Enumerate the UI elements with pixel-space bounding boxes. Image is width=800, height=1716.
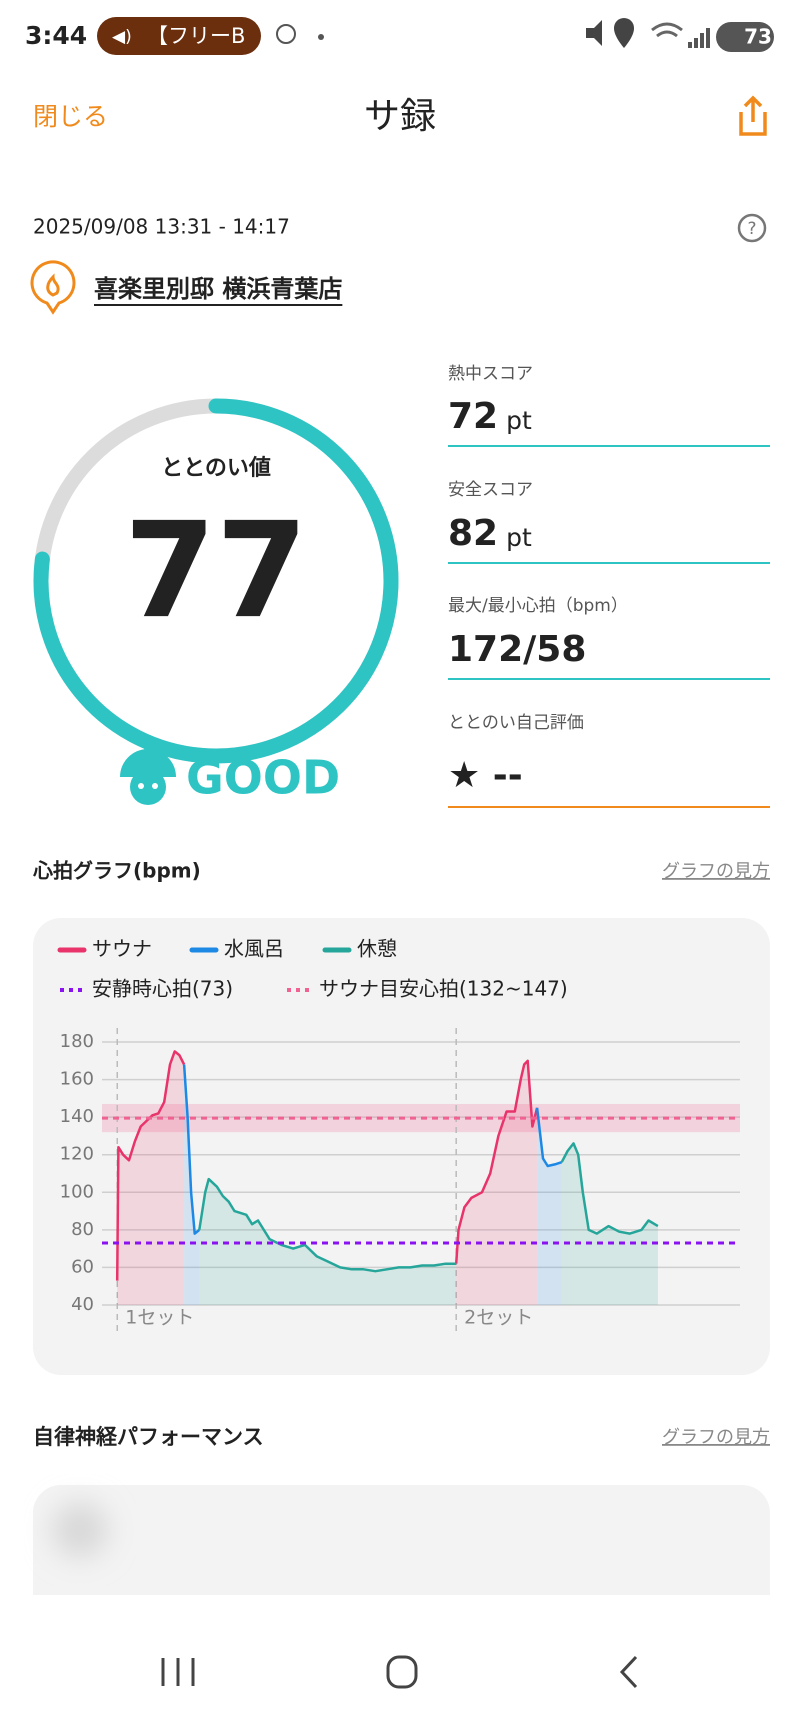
battery-level: 73 (744, 25, 772, 49)
rating-icon (120, 741, 176, 805)
clock: 3:44 (25, 21, 87, 50)
y-tick-label: 180 (60, 1031, 94, 1052)
session-datetime: 2025/09/08 13:31 - 14:17 (33, 215, 290, 239)
back-button[interactable] (619, 1655, 638, 1689)
metric-unit: pt (506, 406, 532, 435)
series-line (454, 1059, 539, 1264)
dot-icon (318, 34, 324, 40)
recents-button[interactable] (161, 1658, 195, 1686)
y-tick-label: 60 (71, 1256, 94, 1277)
series-area (117, 1051, 185, 1305)
home-button[interactable] (386, 1655, 418, 1689)
facility-name[interactable]: 喜楽里別邸 横浜青葉店 (94, 275, 342, 303)
metric-value: 82 (448, 513, 498, 554)
media-chip (97, 17, 261, 55)
share-button[interactable] (739, 95, 767, 136)
metric-label: 熱中スコア (448, 364, 533, 384)
guide-link[interactable]: グラフの見方 (662, 1427, 770, 1448)
legend-label: サウナ目安心拍(132~147) (319, 977, 568, 1001)
score-value: 77 (124, 494, 308, 648)
series-line (198, 1177, 457, 1273)
series-area (561, 1143, 658, 1305)
legend-label: 水風呂 (224, 937, 284, 961)
series-line (535, 1107, 563, 1168)
series-line (560, 1142, 659, 1235)
facility-icon (30, 260, 76, 315)
metrics: 熱中スコア 72 pt 安全スコア 82 pt 最大/最小心拍（bpm） 172/58 ととのい… (448, 364, 770, 808)
metric-value: 172/58 (448, 629, 586, 670)
legend-label: 休憩 (357, 937, 397, 961)
section-title: 心拍グラフ(bpm) (32, 859, 201, 883)
location-icon (614, 18, 634, 48)
metric-value: 72 (448, 396, 498, 437)
y-tick-label: 160 (60, 1069, 94, 1090)
y-tick-label: 120 (60, 1144, 94, 1165)
blurred-content (52, 1502, 108, 1558)
close-button[interactable]: 閉じる (33, 102, 108, 131)
score-ring (33, 398, 399, 764)
metric-unit: pt (506, 523, 532, 552)
media-text: 【フリーB (147, 24, 245, 48)
battery (716, 22, 774, 52)
y-tick-label: 100 (60, 1181, 94, 1202)
page-title: サ録 (364, 96, 436, 137)
legend-label: サウナ (92, 937, 152, 961)
legend-label: 安静時心拍(73) (92, 977, 233, 1001)
bulb-icon (276, 24, 296, 44)
series-line (182, 1064, 201, 1235)
set-label: 2セット (464, 1307, 533, 1329)
media-icon: ◀) (112, 27, 132, 47)
mute-icon (586, 20, 602, 46)
metric-label: ととのい自己評価 (448, 713, 584, 733)
metric-label: 安全スコア (448, 480, 533, 500)
series-area (537, 1107, 562, 1305)
y-tick-label: 80 (71, 1219, 94, 1240)
signal-icon (688, 28, 710, 48)
section-title: 自律神経パフォーマンス (33, 1425, 264, 1449)
score-label: ととのい値 (161, 456, 271, 481)
y-tick-label: 40 (71, 1294, 94, 1315)
metric-value: ★ -- (448, 755, 523, 796)
help-button[interactable]: ? (737, 213, 767, 243)
svg-text:?: ? (747, 219, 756, 239)
wifi-icon (651, 22, 683, 38)
y-tick-label: 140 (60, 1106, 94, 1127)
series-area (199, 1179, 457, 1305)
chart-card (33, 918, 770, 1375)
metric-label: 最大/最小心拍（bpm） (448, 596, 628, 616)
guide-link[interactable]: グラフの見方 (662, 861, 770, 882)
set-label: 1セット (125, 1307, 194, 1329)
